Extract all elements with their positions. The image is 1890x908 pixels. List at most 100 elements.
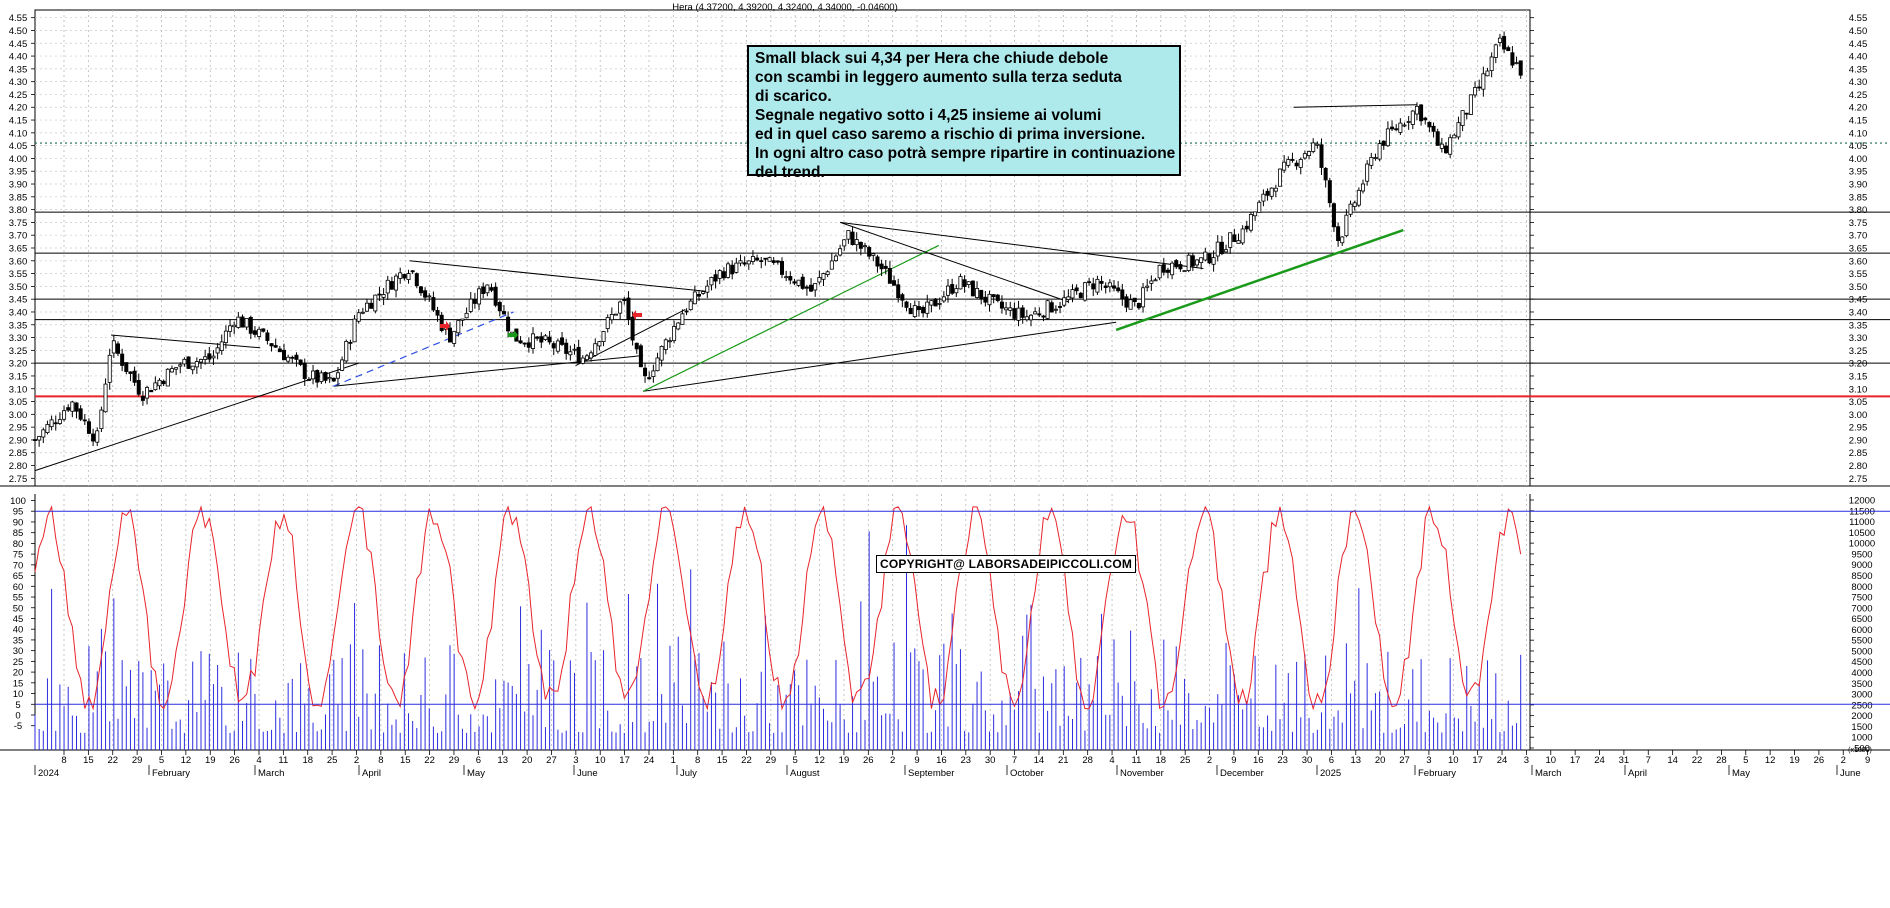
x-day-label: 2 [890, 755, 895, 766]
candle-body [713, 274, 718, 282]
x-day-label: 26 [229, 755, 240, 766]
volume-tick-label: 12000 [1849, 496, 1875, 507]
candle-body [169, 368, 174, 373]
candle-body [858, 241, 863, 249]
candle-body [1444, 145, 1449, 154]
candle-body [672, 326, 677, 342]
candle-body [385, 279, 390, 294]
candle-body [1369, 157, 1374, 166]
candle-body [1190, 255, 1195, 267]
oscillator-line [34, 505, 1522, 711]
candle-body [1037, 313, 1042, 316]
candle-body [1161, 264, 1166, 273]
candle-body [900, 294, 905, 301]
price-tick-label-left: 3.00 [9, 410, 28, 421]
volume-tick-label: 7000 [1851, 603, 1872, 614]
x-day-label: 28 [1082, 755, 1093, 766]
candle-body [435, 310, 440, 316]
candle-body [464, 312, 469, 319]
volume-tick-label: 7500 [1851, 593, 1872, 604]
candle-body [680, 313, 685, 325]
price-tick-label: 4.15 [1849, 116, 1868, 127]
candle-body [178, 364, 183, 367]
candle-body [1020, 307, 1025, 318]
candle-body [651, 370, 656, 377]
candle-body [45, 424, 50, 433]
candle-body [232, 324, 237, 328]
volume-tick-label: 4000 [1851, 668, 1872, 679]
x-month-label: February [1418, 768, 1456, 779]
candle-body [697, 294, 702, 297]
candle-body [1327, 180, 1332, 204]
candle-body [705, 285, 710, 293]
candle-body [908, 308, 913, 315]
candle-body [746, 260, 751, 265]
candle-body [103, 383, 108, 413]
candle-body [1377, 143, 1382, 160]
candle-body [1315, 143, 1320, 146]
candle-body [937, 302, 942, 305]
x-day-label: 14 [1034, 755, 1045, 766]
price-tick-label-left: 4.40 [9, 52, 28, 63]
x-day-label: 7 [1012, 755, 1017, 766]
candle-body [983, 296, 988, 303]
x-day-label: 27 [546, 755, 557, 766]
candle-body [555, 340, 560, 352]
price-tick-label-left: 4.20 [9, 103, 28, 114]
candle-body [398, 272, 403, 279]
candle-body [389, 281, 394, 290]
candle-body [1174, 260, 1179, 268]
volume-tick-label: 8000 [1851, 582, 1872, 593]
x-day-label: 27 [1399, 755, 1410, 766]
price-tick-label-left: 4.30 [9, 77, 28, 88]
volume-tick-label: 2500 [1851, 700, 1872, 711]
price-tick-label: 4.00 [1849, 154, 1868, 165]
price-tick-label-left: 4.25 [9, 90, 28, 101]
price-tick-label: 3.00 [1849, 410, 1868, 421]
candle-body [145, 387, 150, 399]
candle-body [1414, 105, 1419, 115]
candle-body [1033, 311, 1038, 315]
candle-body [614, 313, 619, 316]
candle-body [518, 340, 523, 344]
price-tick-label: 4.20 [1849, 103, 1868, 114]
trendline [110, 334, 261, 349]
oscillator-tick-label: 65 [13, 571, 24, 582]
candle-body [1232, 234, 1237, 242]
x-month-label: March [1535, 768, 1561, 779]
candle-body [1435, 131, 1440, 146]
candle-body [1352, 202, 1357, 207]
candle-body [1112, 285, 1117, 289]
candle-body [281, 349, 286, 361]
x-day-label: 22 [107, 755, 118, 766]
candle-body [1302, 153, 1307, 159]
signal-arrow-green [508, 330, 518, 340]
oscillator-tick-label: 5 [15, 700, 20, 711]
price-tick-label: 3.45 [1849, 295, 1868, 306]
candle-body [95, 430, 100, 443]
candle-body [53, 422, 58, 425]
candle-body [1070, 289, 1075, 299]
candle-body [1282, 161, 1287, 171]
oscillator-tick-label: 70 [13, 560, 24, 571]
trendline [840, 221, 1204, 269]
candle-body [597, 341, 602, 347]
candle-body [240, 316, 245, 328]
x-day-label: 31 [1619, 755, 1630, 766]
candle-body [904, 301, 909, 308]
trendline [840, 221, 1069, 303]
candle-body [701, 291, 706, 294]
candle-body [842, 239, 847, 247]
candle-body [1331, 203, 1336, 228]
price-tick-label-left: 4.55 [9, 13, 28, 24]
volume-tick-label: 11000 [1849, 517, 1875, 528]
x-day-label: 18 [302, 755, 313, 766]
candle-body [1477, 86, 1482, 89]
candle-body [1427, 121, 1432, 128]
candle-body [539, 336, 544, 343]
price-tick-label: 4.45 [1849, 39, 1868, 50]
candle-body [1348, 203, 1353, 215]
candle-body [1248, 214, 1253, 231]
candle-body [66, 407, 71, 411]
volume-unit-label: (x1000) [1848, 747, 1872, 754]
